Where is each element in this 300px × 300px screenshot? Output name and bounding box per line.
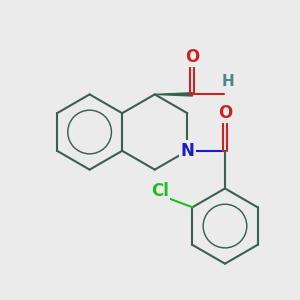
Text: O: O	[185, 47, 200, 65]
Polygon shape	[155, 93, 192, 96]
Text: N: N	[180, 142, 194, 160]
Text: O: O	[218, 104, 232, 122]
Text: H: H	[222, 74, 235, 89]
Text: Cl: Cl	[151, 182, 169, 200]
